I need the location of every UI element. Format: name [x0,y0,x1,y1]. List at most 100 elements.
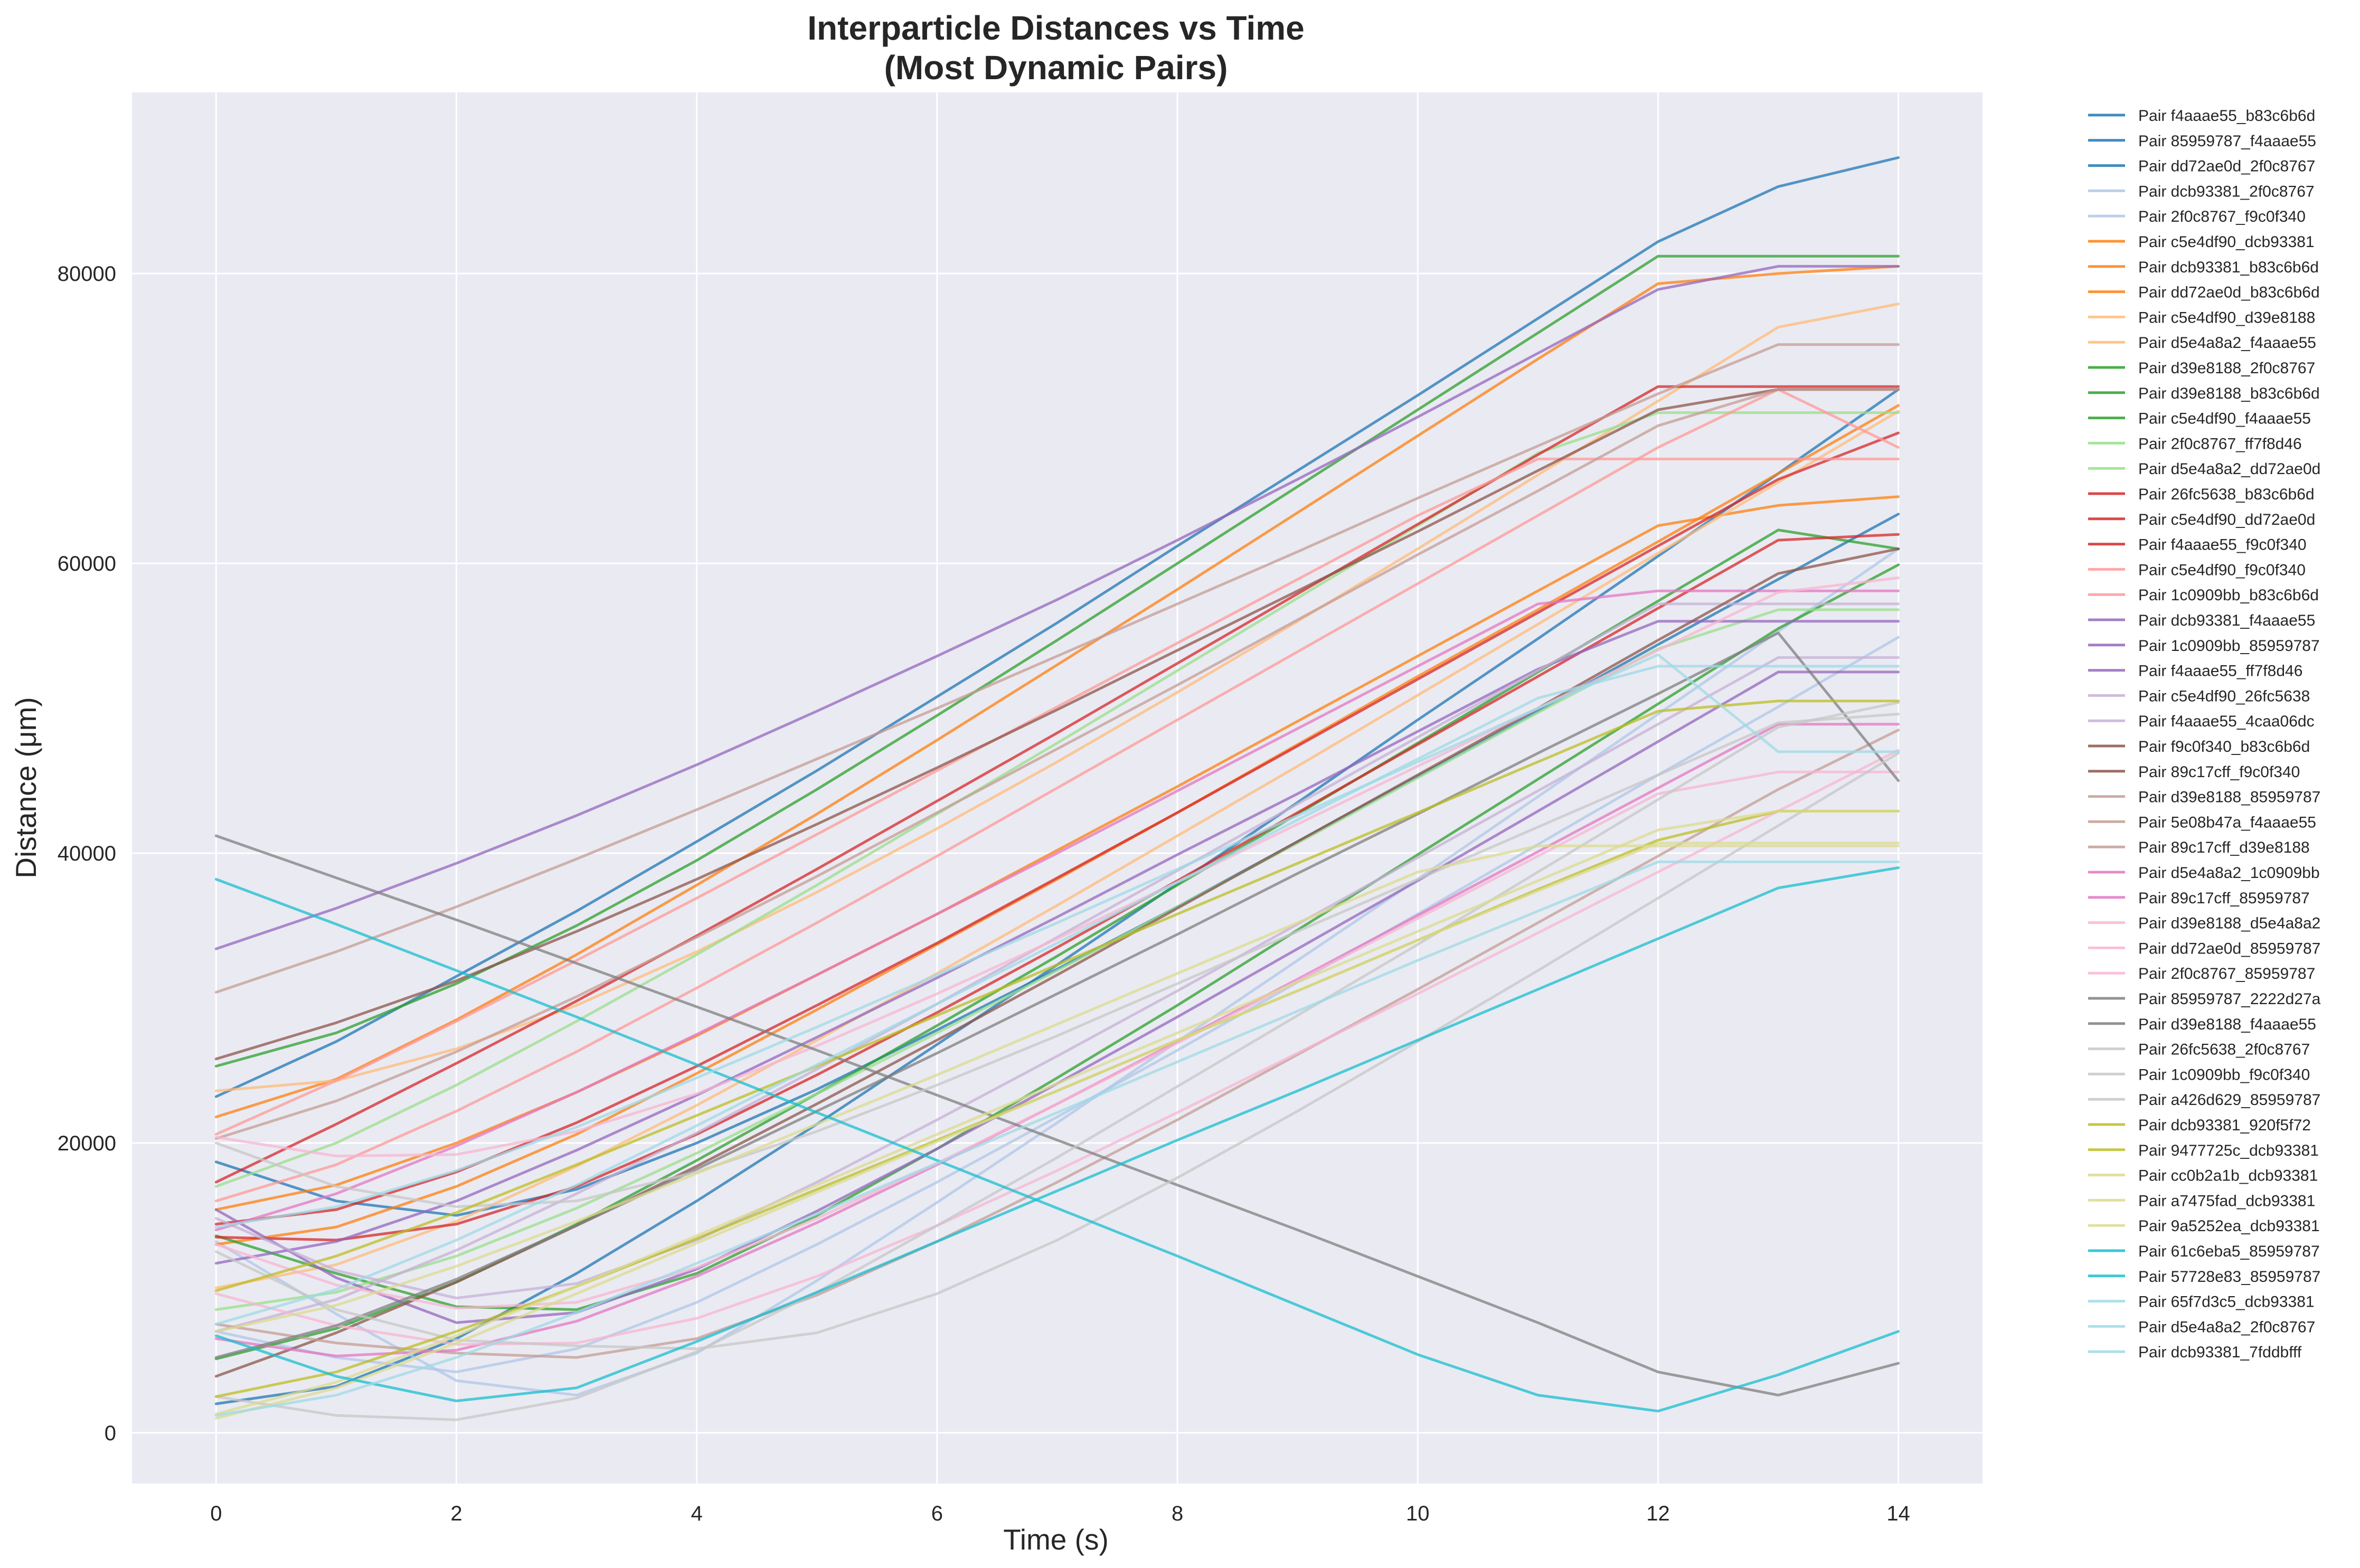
legend-label: Pair f4aaae55_f9c0f340 [2138,536,2307,554]
series-line [214,770,1900,1310]
series-line [214,411,1900,1188]
series-line [214,631,1900,1359]
y-axis-ticks: 0 20000 40000 60000 80000 [58,262,116,1445]
chart-title-line-1: Interparticle Distances vs Time [807,9,1304,47]
legend-label: Pair 89c17cff_85959787 [2138,890,2310,907]
legend-label: Pair 5e08b47a_f4aaae55 [2138,814,2316,831]
series-line [214,547,1900,1397]
series-line [214,385,1900,1184]
legend-label: Pair 89c17cff_d39e8188 [2138,839,2310,856]
series-line [214,533,1900,1242]
legend-label: Pair 1c0909bb_b83c6b6d [2138,587,2319,604]
legend-label: Pair d5e4a8a2_1c0909bb [2138,864,2320,882]
series-line [214,547,1900,1378]
series-line [214,713,1900,1208]
legend-label: Pair 26fc5638_2f0c8767 [2138,1041,2310,1059]
legend-label: Pair f9c0f340_b83c6b6d [2138,738,2310,755]
series-line [214,842,1900,1420]
x-tick-label: 4 [691,1502,703,1525]
x-tick-label: 2 [450,1502,462,1525]
legend-label: Pair d5e4a8a2_dd72ae0d [2138,460,2320,478]
legend-label: Pair c5e4df90_f4aaae55 [2138,410,2311,428]
legend-label: Pair f4aaae55_4caa06dc [2138,713,2315,730]
series-line [214,620,1900,1265]
legend-label: Pair 1c0909bb_85959787 [2138,637,2320,655]
x-tick-label: 14 [1886,1502,1910,1525]
legend-label: Pair d39e8188_d5e4a8a2 [2138,915,2320,932]
series-line [214,602,1900,1333]
legend-label: Pair 61c6eba5_85959787 [2138,1243,2320,1260]
x-tick-label: 10 [1406,1502,1430,1525]
legend-label: Pair 2f0c8767_f9c0f340 [2138,208,2306,225]
y-tick-label: 20000 [58,1132,116,1155]
legend-label: Pair d5e4a8a2_f4aaae55 [2138,334,2316,352]
legend-label: Pair c5e4df90_dcb93381 [2138,233,2315,251]
chart-title-line-2: (Most Dynamic Pairs) [884,49,1228,87]
legend-label: Pair 2f0c8767_85959787 [2138,965,2315,983]
y-tick-label: 80000 [58,262,116,286]
legend: Pair f4aaae55_b83c6b6d Pair 85959787_f4aa… [2088,107,2321,1361]
legend-label: Pair a7475fad_dcb93381 [2138,1192,2315,1210]
y-tick-label: 40000 [58,842,116,865]
legend-label: Pair dd72ae0d_85959787 [2138,940,2320,957]
legend-label: Pair dcb93381_2f0c8767 [2138,183,2315,200]
series-line [214,388,1900,1140]
series-line [214,701,1900,1421]
series-line [214,844,1900,1333]
series-line [214,589,1900,1232]
series-line [214,866,1900,1402]
x-tick-label: 0 [210,1502,222,1525]
legend-label: Pair cc0b2a1b_dcb93381 [2138,1167,2318,1185]
x-tick-label: 6 [931,1502,943,1525]
legend-label: Pair 1c0909bb_f9c0f340 [2138,1066,2310,1083]
series-line [214,577,1900,1158]
legend-label: Pair c5e4df90_dd72ae0d [2138,511,2315,528]
legend-label: Pair 9a5252ea_dcb93381 [2138,1217,2320,1235]
legend-label: Pair dcb93381_920f5f72 [2138,1117,2311,1134]
series-line [214,700,1900,1292]
series-line [214,636,1900,1374]
legend-label: Pair c5e4df90_f9c0f340 [2138,561,2306,579]
legend-label: Pair dcb93381_7fddbfff [2138,1344,2302,1361]
series-line [214,749,1900,1346]
x-axis-ticks: 0 2 4 6 8 10 12 14 [210,1502,1910,1525]
legend-label: Pair d39e8188_f4aaae55 [2138,1016,2316,1033]
series-line [214,265,1900,1119]
legend-label: Pair 9477725c_dcb93381 [2138,1142,2319,1159]
legend-label: Pair dd72ae0d_2f0c8767 [2138,158,2315,175]
series-line [214,457,1900,1136]
legend-label: Pair d5e4a8a2_2f0c8767 [2138,1318,2315,1336]
legend-label: Pair 26fc5638_b83c6b6d [2138,486,2315,503]
legend-label: Pair dd72ae0d_b83c6b6d [2138,284,2320,301]
series-line [214,388,1900,1203]
legend-label: Pair c5e4df90_d39e8188 [2138,309,2315,326]
series-line [214,343,1900,994]
legend-label: Pair 89c17cff_f9c0f340 [2138,763,2300,781]
series-line [214,665,1900,1326]
legend-label: Pair 85959787_2222d27a [2138,990,2321,1008]
legend-label: Pair d39e8188_2f0c8767 [2138,360,2315,377]
series-line [214,156,1900,1098]
legend-label: Pair dcb93381_f4aaae55 [2138,612,2315,629]
legend-label: Pair 85959787_f4aaae55 [2138,133,2316,150]
legend-label: Pair 57728e83_85959787 [2138,1268,2320,1286]
series-line [214,877,1900,1413]
x-tick-label: 8 [1172,1502,1183,1525]
series-line [214,495,1900,1211]
x-axis-label: Time (s) [1003,1523,1109,1556]
legend-label: Pair d39e8188_85959787 [2138,789,2320,806]
y-tick-label: 0 [105,1422,116,1445]
y-tick-label: 60000 [58,552,116,575]
legend-label: Pair a426d629_85959787 [2138,1091,2320,1109]
legend-label: Pair 2f0c8767_ff7f8d46 [2138,435,2302,452]
series-line [214,410,1900,1289]
series-line [214,388,1900,1061]
legend-label: Pair d39e8188_b83c6b6d [2138,385,2320,402]
legend-label: Pair dcb93381_b83c6b6d [2138,259,2319,276]
series-lines [214,156,1900,1421]
x-tick-label: 12 [1646,1502,1670,1525]
legend-label: Pair f4aaae55_ff7f8d46 [2138,663,2302,680]
legend-label: Pair c5e4df90_26fc5638 [2138,687,2310,705]
series-line [214,653,1900,1229]
